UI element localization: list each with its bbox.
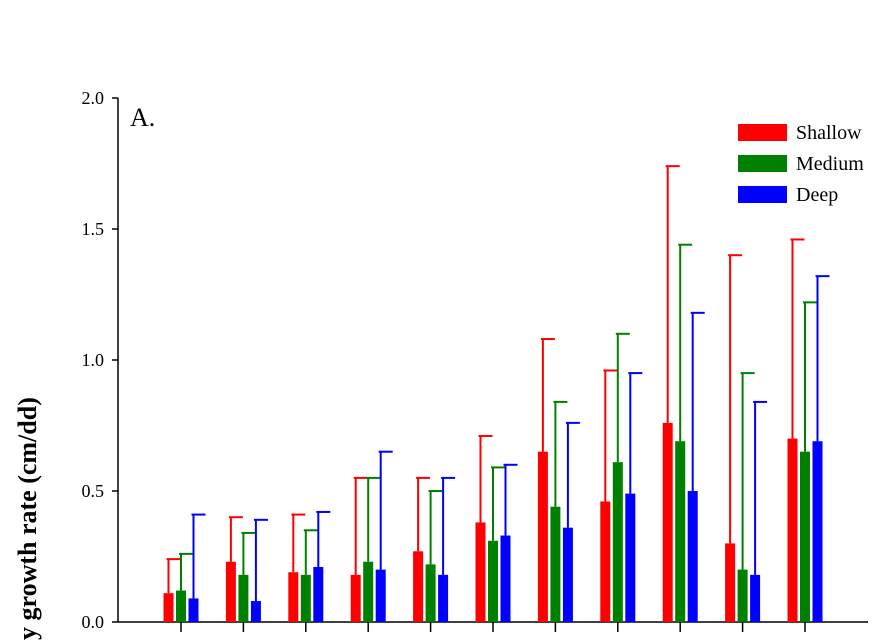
bar-medium [612,462,623,622]
bar-deep [250,601,261,622]
bar-shallow [475,522,486,622]
bar-medium [550,506,561,622]
bar-medium [737,569,748,622]
y-axis-label: y growth rate (cm/dd) [13,397,42,640]
bar-deep [188,598,199,622]
bar-shallow [537,451,548,622]
legend-swatch-shallow [738,124,787,141]
bar-medium [300,574,311,622]
bar-deep [375,569,386,622]
legend-label-deep: Deep [796,184,838,206]
bar-shallow [600,501,611,622]
bar-medium [800,451,810,622]
bar-shallow [288,572,299,622]
y-tick-label: 1.0 [82,350,105,370]
bar-medium [238,574,249,622]
bar-shallow [787,438,798,622]
legend: Shallow Medium Deep [738,122,864,206]
y-tick-label: 2.0 [82,88,105,108]
legend-swatch-deep [738,186,787,203]
bar-shallow [413,551,424,622]
bar-deep [812,441,823,622]
bar-medium [425,564,436,622]
legend-label-medium: Medium [796,153,864,175]
bar-deep [313,566,324,622]
bar-deep [687,491,698,622]
bar-shallow [662,422,673,622]
y-tick-label: 1.5 [82,219,105,239]
bar-deep [438,574,449,622]
y-tick-label: 0.0 [82,612,105,632]
bar-medium [363,561,374,622]
bar-shallow [350,574,361,622]
bar-deep [625,493,636,622]
legend-label-shallow: Shallow [796,122,862,144]
bar-deep [500,535,511,622]
y-tick-label: 0.5 [82,481,105,501]
legend-swatch-medium [738,155,787,172]
bar-medium [675,441,686,622]
bar-medium [176,590,186,622]
bar-medium [488,540,498,622]
bar-deep [750,574,761,622]
error-bars [166,165,830,602]
bar-shallow [725,543,736,622]
panel-label: A. [130,103,155,132]
bar-shallow [163,593,174,622]
bar-deep [562,527,573,622]
bar-shallow [225,561,236,622]
bars [163,422,823,622]
